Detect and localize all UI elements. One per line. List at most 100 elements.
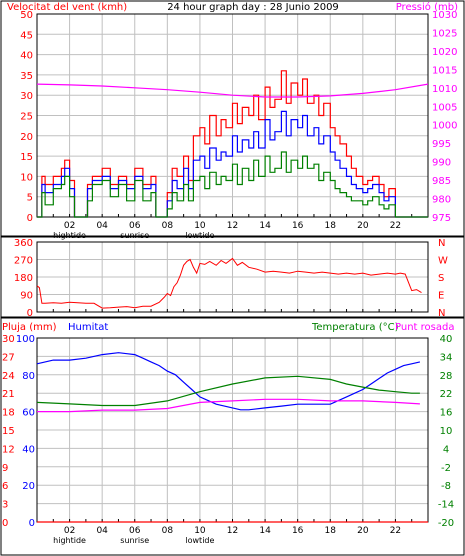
wind-panel-border [0, 0, 465, 237]
wind-x-annotation: sunrise [120, 231, 149, 240]
wind-x-tick-label: 12 [227, 221, 238, 231]
direction-y-tick-label: 180 [14, 273, 33, 284]
chart-title: 24 hour graph day : 28 Junio 2009 [167, 2, 339, 13]
rain-y-tick-label: 12 [2, 444, 15, 455]
pressure-y-tick-label: 980 [432, 195, 451, 206]
rain-y-tick-label: 3 [2, 500, 8, 511]
direction-y-tick-label: 0 [27, 308, 33, 319]
wind-x-tick-label: 14 [259, 221, 271, 231]
compass-label: E [438, 291, 444, 302]
pressure-y-tick-label: 1015 [432, 65, 457, 76]
wind-y-tick-label: 5 [27, 193, 33, 204]
rain-y-tick-label: 24 [2, 371, 15, 382]
temperature-y-tick-label: -2 [441, 463, 451, 474]
pressure-y-tick-label: 1020 [432, 47, 457, 58]
pressure-y-tick-label: 1000 [432, 121, 457, 132]
temperature-y-tick-label: 40 [440, 334, 453, 345]
compass-label: W [438, 256, 448, 267]
temp-x-tick-label: 02 [64, 526, 75, 536]
temp-x-tick-label: 06 [129, 526, 141, 536]
wind-x-tick-label: 16 [292, 221, 304, 231]
wind-x-tick-label: 18 [325, 221, 337, 231]
rain-y-tick-label: 30 [2, 334, 15, 345]
temp-panel-border [0, 317, 465, 556]
wind-x-tick-label: 02 [64, 221, 75, 231]
humitat-series [36, 352, 421, 411]
wind-x-tick-label: 06 [129, 221, 141, 231]
temp-x-tick-label: 10 [194, 526, 206, 536]
wind-y-tick-label: 0 [27, 213, 33, 224]
pressure-y-tick-label: 985 [432, 176, 451, 187]
temperature-y-tick-label: 28 [440, 371, 453, 382]
wind-x-annotation: hightide [53, 231, 86, 240]
wind-direction-series [36, 257, 422, 309]
series-layer [36, 70, 429, 523]
pressure-y-tick-label: 1005 [432, 102, 457, 113]
rain-y-tick-label: 0 [2, 518, 8, 529]
pressure-y-tick-label: 1010 [432, 84, 457, 95]
temperature-y-tick-label: 34 [440, 352, 453, 363]
rain-y-tick-label: 15 [2, 426, 15, 437]
wind-x-tick-label: 10 [194, 221, 206, 231]
compass-label: N [438, 238, 445, 249]
punt-rosada-series [37, 398, 420, 413]
temp-x-tick-label: 14 [259, 526, 271, 536]
compass-label: S [438, 273, 444, 284]
pressure-y-tick-label: 990 [432, 158, 451, 169]
wind-y-tick-label: 35 [20, 71, 33, 82]
temperature-y-tick-label: -20 [438, 518, 454, 529]
temperatura-series [36, 375, 420, 407]
humidity-y-tick-label: 80 [22, 371, 35, 382]
pressure-y-tick-label: 975 [432, 213, 451, 224]
velocitat-del-vent-series [37, 70, 428, 218]
temperature-y-tick-label: 16 [440, 408, 453, 419]
rain-y-tick-label: 18 [2, 408, 15, 419]
humidity-y-tick-label: 60 [22, 408, 35, 419]
r-fega-series [37, 110, 428, 218]
wind-y-tick-label: 25 [20, 112, 33, 123]
temperature-y-tick-label: 4 [443, 444, 449, 455]
wind-x-tick-label: 20 [357, 221, 369, 231]
wind-y-tick-label: 15 [20, 152, 33, 163]
dewpoint-axis-label: Punt rosada [395, 322, 454, 333]
temperature-y-tick-label: -8 [441, 481, 451, 492]
temp-x-annotation: hightide [53, 536, 86, 545]
direction-panel-border [0, 236, 465, 318]
rain-y-tick-label: 21 [2, 389, 15, 400]
temp-x-tick-label: 08 [162, 526, 174, 536]
humidity-y-tick-label: 20 [22, 481, 35, 492]
humidity-y-tick-label: 0 [29, 518, 35, 529]
humidity-y-tick-label: 40 [22, 444, 35, 455]
rain-y-tick-label: 27 [2, 352, 15, 363]
pressure-y-tick-label: 1030 [432, 10, 457, 21]
temperature-y-tick-label: 10 [440, 426, 453, 437]
temp-x-tick-label: 12 [227, 526, 238, 536]
humidity-axis-label: Humitat [68, 322, 108, 333]
rain-axis-label: Pluja (mm) [2, 322, 57, 333]
wind-y-tick-label: 40 [20, 51, 33, 62]
temp-x-tick-label: 22 [390, 526, 401, 536]
temp-x-annotation: sunrise [120, 536, 149, 545]
vent-mitj--series [37, 151, 428, 218]
rain-y-tick-label: 9 [2, 463, 8, 474]
temperature-y-tick-label: 22 [440, 389, 453, 400]
wind-y-tick-label: 20 [20, 132, 33, 143]
temp-x-tick-label: 18 [325, 526, 337, 536]
label-layer: Velocitat del vent (kmh) 24 hour graph d… [2, 1, 458, 545]
direction-y-tick-label: 90 [20, 291, 33, 302]
direction-y-tick-label: 360 [14, 238, 33, 249]
temperature-axis-label: Temperatura (°C) [311, 322, 399, 333]
temperature-y-tick-label: -14 [438, 500, 454, 511]
pressi--series [36, 83, 429, 98]
rain-y-tick-label: 6 [2, 481, 8, 492]
pressure-axis-label: Pressió (mb) [396, 1, 458, 13]
pressure-y-tick-label: 995 [432, 139, 451, 150]
humidity-y-tick-label: 100 [16, 334, 35, 345]
direction-plot-frame [36, 241, 429, 313]
temp-x-tick-label: 04 [96, 526, 108, 536]
wind-speed-axis-label: Velocitat del vent (kmh) [7, 2, 127, 13]
wind-x-annotation: lowtide [185, 231, 214, 240]
pressure-y-tick-label: 1025 [432, 28, 457, 39]
wind-y-tick-label: 30 [20, 91, 33, 102]
